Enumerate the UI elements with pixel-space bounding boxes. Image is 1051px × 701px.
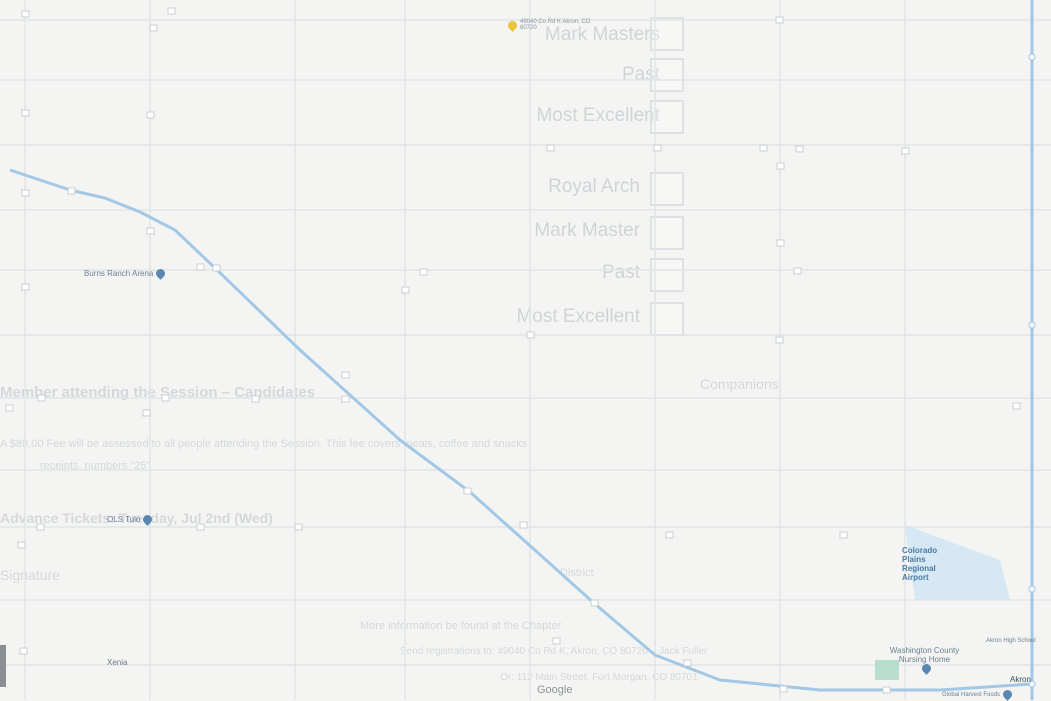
poi-label: Global Harvest Foods xyxy=(942,692,1001,699)
ghost-item: Past xyxy=(601,262,640,283)
location-pin-icon xyxy=(919,662,933,676)
location-pin-icon xyxy=(1001,688,1014,701)
poi-akron-high-school[interactable]: Akron High School xyxy=(986,638,1036,644)
address-marker[interactable]: 49040 Co Rd K Akron, CO 80720 xyxy=(506,18,600,32)
ghost-checklist-b: Royal Arch Mark Master Past Most Excelle… xyxy=(420,172,640,332)
ghost-heading-right: Companions xyxy=(700,376,779,392)
ghost-fee-line: receipts, numbers “25” xyxy=(40,460,151,472)
poi-label: Burns Ranch Arena xyxy=(84,269,154,278)
poi-label: Akron High School xyxy=(986,638,1036,644)
ghost-address: Send registrations to: 49040 Co Rd K, Ak… xyxy=(400,646,708,657)
ghost-checklist-a: Mark Masters Past Most Excellent xyxy=(450,20,660,130)
airport-area xyxy=(905,525,1010,600)
location-pin-icon xyxy=(506,18,519,32)
ghost-item: Mark Master xyxy=(534,220,640,241)
google-attribution: Google xyxy=(537,684,573,696)
poi-burns-ranch-arena[interactable]: Burns Ranch Arena xyxy=(84,267,168,281)
town-label-xenia: Xenia xyxy=(107,658,128,667)
ghost-item: Most Excellent xyxy=(536,105,660,126)
ghost-info: More information be found at the Chapter xyxy=(360,620,562,632)
poi-washington-county-nursing-home[interactable]: Washington County Nursing Home xyxy=(882,646,967,676)
road-shields xyxy=(5,7,1021,694)
ghost-item: Royal Arch xyxy=(548,176,640,197)
poi-label: 49040 Co Rd K Akron, CO 80720 xyxy=(520,19,591,31)
location-pin-icon xyxy=(154,267,168,281)
ghost-signature: Signature xyxy=(0,567,60,583)
ghost-item: Mark Masters xyxy=(544,24,660,45)
ghost-advance: Advance Tickets: Tuesday, Jul 2nd (Wed) xyxy=(0,510,273,526)
location-pin-icon xyxy=(141,513,155,527)
ghost-item: Most Excellent xyxy=(516,306,640,327)
airport-label: Colorado Plains Regional Airport xyxy=(902,546,938,582)
ghost-district: District xyxy=(560,567,594,579)
highway-route xyxy=(9,168,1033,692)
ghost-fee-line: A $80.00 Fee will be assessed to all peo… xyxy=(0,438,528,450)
park-area xyxy=(875,660,899,680)
poi-label: OLS Tulo xyxy=(107,515,141,524)
poi-ols-tulo[interactable]: OLS Tulo xyxy=(107,513,155,527)
poi-global-harvest-foods[interactable]: Global Harvest Foods xyxy=(942,688,1014,701)
ghost-heading: Member attending the Session – Candidate… xyxy=(0,384,316,401)
poi-label: Washington County Nursing Home xyxy=(889,646,960,664)
town-label-akron: Akron xyxy=(1010,675,1031,684)
ghost-address: Or: 112 Main Street, Fort Morgan, CO 807… xyxy=(500,672,698,683)
highway-markers xyxy=(1028,53,1036,688)
scan-edge-shadow xyxy=(0,645,6,687)
